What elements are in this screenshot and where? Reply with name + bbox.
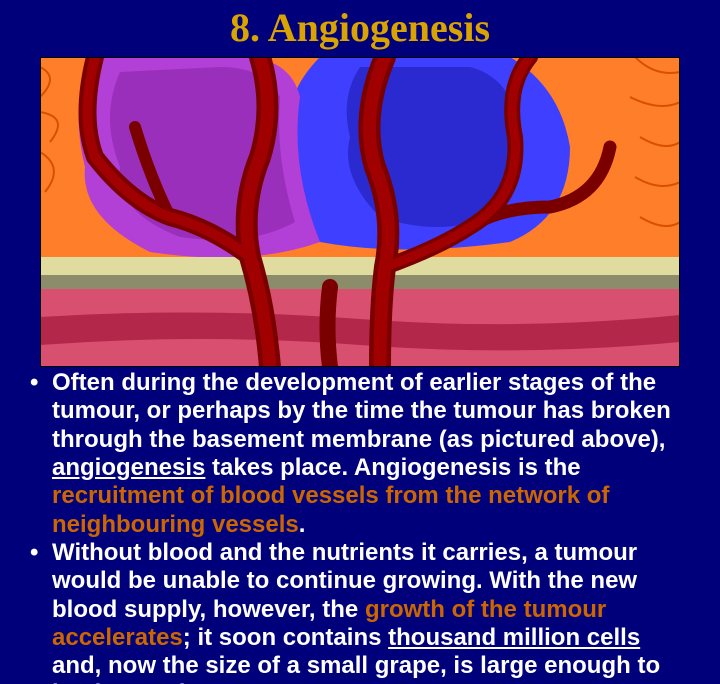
bullet-list: Often during the development of earlier … [0, 367, 720, 684]
text-segment: and, now the size of a small grape, is l… [52, 652, 660, 684]
underlined-term: angiogenesis [52, 454, 205, 481]
highlighted-phrase: recruitment of blood vessels from the ne… [52, 482, 609, 537]
text-segment: Often during the development of earlier … [52, 369, 671, 453]
bullet-item: Without blood and the nutrients it carri… [30, 539, 690, 684]
underlined-term: thousand million cells [388, 624, 640, 651]
slide-title: 8. Angiogenesis [0, 0, 720, 57]
slide: 8. Angiogenesis [0, 0, 720, 684]
angiogenesis-diagram [40, 57, 680, 367]
text-segment: takes place. Angiogenesis is the [205, 454, 580, 481]
bullet-item: Often during the development of earlier … [30, 369, 690, 539]
text-segment: ; it soon contains [183, 624, 388, 651]
text-segment: . [299, 511, 306, 538]
